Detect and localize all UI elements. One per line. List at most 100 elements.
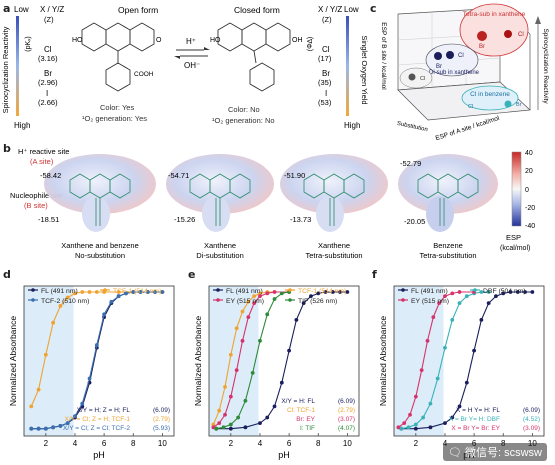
legend-marker (216, 298, 220, 302)
data-point (413, 394, 418, 399)
data-point (228, 426, 233, 431)
group-di-sub-label: Di-sub in xanthene (429, 70, 480, 76)
open-o2-text: ¹O₂ generation: Yes (82, 114, 147, 123)
data-point (240, 309, 245, 314)
atom-label: Cl (458, 53, 464, 59)
a-site-label: (A site) (30, 157, 54, 166)
data-point (258, 294, 262, 299)
left-entry-val: (2.96) (38, 78, 58, 87)
cbar-unit: (kcal/mol) (500, 245, 530, 252)
left-bar-header: X / Y/Z (40, 5, 64, 14)
data-point (464, 380, 469, 385)
right-entry-sym: I (325, 89, 327, 98)
closed-o2-text: ¹O₂ generation: No (212, 116, 275, 125)
right-gradient-bar (346, 16, 349, 116)
closed-color-text: Color: No (228, 105, 260, 114)
data-point (153, 290, 157, 294)
shaded-band (209, 286, 259, 436)
atom-label: Cl (468, 104, 473, 110)
esp-molecule: -52.79 -20.05 Benzene Tetra-substitution (398, 154, 498, 260)
annotation-value: (4.07) (338, 425, 355, 432)
legend-label: FL (491 nm) (226, 288, 263, 295)
data-point (479, 318, 484, 322)
right-bar-unit: (Φ∆) (307, 37, 314, 52)
legend-marker (31, 298, 35, 302)
data-point (36, 426, 41, 431)
panel-label-e: e (188, 268, 196, 281)
annotation-text: X/Y = Cl; Z = H; TCF-1 (65, 416, 131, 423)
annotation-text: X = H Y= H: FL (456, 407, 500, 414)
panel-c-y-axis: Substitution (396, 121, 428, 133)
right-bar-bottom: High (344, 121, 360, 130)
data-point (265, 312, 270, 317)
esp-top-value: -51.90 (284, 171, 305, 180)
data-point (234, 326, 239, 331)
data-point (36, 387, 41, 392)
panel-a: Low High Spirocyclization Reactivity X /… (1, 5, 369, 130)
data-point (464, 294, 469, 299)
annotation-value: (2.79) (153, 416, 170, 423)
closed-form-title: Closed form (234, 5, 280, 15)
data-point (287, 348, 291, 353)
data-point (431, 315, 436, 320)
cbar-label: ESP (506, 233, 521, 242)
plot-frame (23, 285, 175, 437)
data-point (515, 290, 520, 294)
shaded-band (394, 286, 444, 436)
data-point (29, 426, 34, 431)
annotation-text: I: TIF (300, 425, 315, 432)
esp-molecule: -54.71 -15.26 Xanthene Di-substitution (166, 154, 274, 260)
data-point (443, 345, 447, 350)
cbar-tick: 0 (525, 187, 529, 194)
right-entry-sym: Br (322, 69, 330, 78)
data-point (523, 290, 527, 294)
data-point (228, 352, 233, 357)
data-point (419, 368, 424, 373)
x-tick-label: 10 (158, 439, 167, 448)
data-point (457, 404, 462, 409)
legend-marker (473, 288, 477, 292)
data-point (421, 415, 426, 420)
y-axis-label: Normalized Absorbance (8, 316, 18, 407)
data-point (160, 290, 165, 294)
data-point (425, 338, 430, 343)
data-point (272, 404, 277, 409)
open-ho-label: HO (72, 37, 83, 44)
esp-bottom-value: -13.73 (290, 215, 311, 224)
esp-caption: Xanthene and benzene (61, 241, 139, 250)
x-tick-label: 10 (343, 439, 352, 448)
open-form-structure (81, 22, 155, 92)
legend-marker (216, 288, 220, 292)
data-point (223, 412, 227, 417)
data-point (43, 352, 48, 357)
esp-top-value: -54.71 (168, 171, 189, 180)
data-point (450, 415, 455, 420)
data-point (345, 290, 350, 294)
series-line (401, 291, 533, 430)
panel-c-right-label: Spirocyclization Reactivity (542, 28, 549, 104)
data-point (435, 376, 440, 381)
open-o-label: O (156, 37, 162, 44)
esp-top-value: -52.79 (400, 159, 421, 168)
x-axis-label: pH (278, 450, 290, 460)
panel-label-c: c (370, 2, 377, 15)
data-point (214, 426, 219, 431)
data-point (406, 425, 411, 430)
data-point (240, 338, 245, 343)
data-point (479, 290, 484, 294)
legend-label: DBF (504 nm) (483, 288, 526, 295)
x-tick-label: 8 (131, 439, 136, 448)
panel-c-3d-plot: Tetra-sub in xanthene Br Cl Cl Br Di-sub… (380, 3, 549, 140)
data-point (217, 408, 222, 413)
arrow-bottom-label: OH⁻ (184, 61, 200, 70)
closed-form-structure (217, 22, 291, 92)
esp-molecule: -51.90 -13.73 Xanthene Tetra-substitutio… (280, 154, 388, 260)
data-point (494, 294, 498, 299)
data-point (486, 290, 491, 294)
annotation-text: X = Br Y= Br: EY (451, 425, 500, 432)
esp-caption-sub: No-substitution (75, 251, 125, 260)
plot-frame (208, 285, 360, 437)
data-point (294, 318, 299, 322)
data-point (73, 291, 77, 296)
data-point (265, 291, 270, 296)
